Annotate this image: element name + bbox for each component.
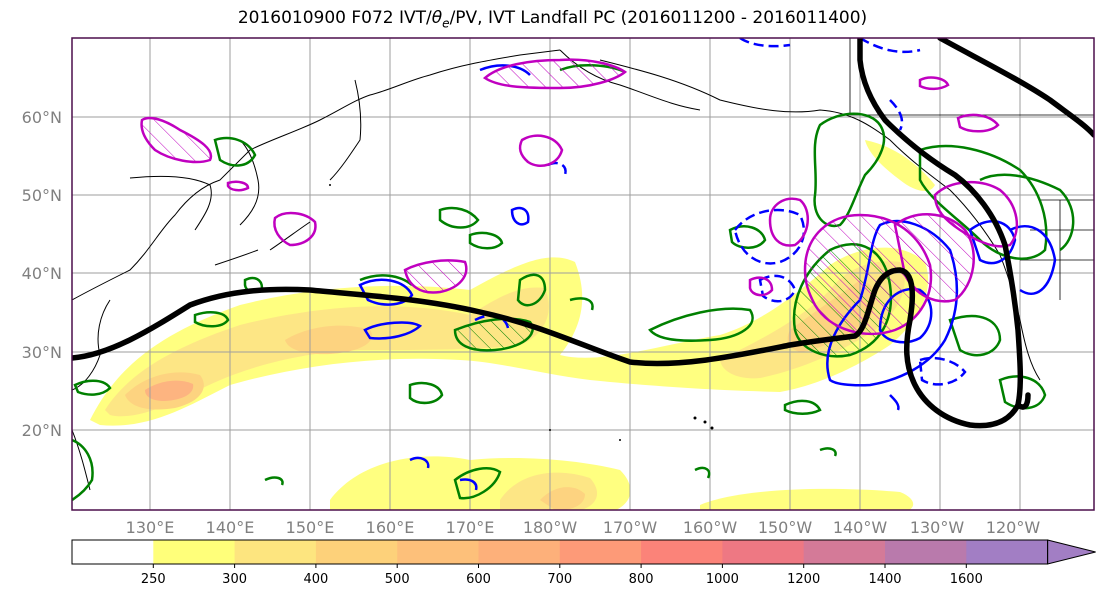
colorbar-segment	[722, 540, 805, 564]
colorbar-segment	[315, 540, 398, 564]
colorbar-segment	[885, 540, 967, 564]
map-area	[72, 38, 1094, 510]
lat-label: 20°N	[22, 421, 62, 440]
colorbar-label: 600	[466, 572, 491, 587]
colorbar-segment	[803, 540, 886, 564]
colorbar: 250 300 400 500 600 700 800 1000 1200 1400 1600	[71, 539, 1096, 587]
colorbar-label: 1400	[868, 572, 901, 587]
colorbar-segment	[966, 540, 1049, 564]
map-frame	[71, 37, 1095, 511]
lon-label: 170°E	[446, 518, 495, 537]
lon-label: 130°E	[126, 518, 175, 537]
lon-label: 160°W	[683, 518, 738, 537]
islands	[329, 184, 714, 441]
lon-label: 120°W	[986, 518, 1041, 537]
landfall-contours	[140, 58, 1018, 335]
lat-label: 40°N	[22, 264, 62, 283]
colorbar-segment	[72, 540, 154, 564]
front-line	[72, 38, 1094, 429]
lon-label: 150°E	[286, 518, 335, 537]
lon-label: 180°W	[523, 518, 578, 537]
lon-label: 170°W	[603, 518, 658, 537]
lon-label: 160°E	[366, 518, 415, 537]
colorbar-segment	[641, 540, 723, 564]
colorbar-label: 800	[629, 572, 654, 587]
lon-label: 140°W	[833, 518, 888, 537]
lat-label: 60°N	[22, 108, 62, 127]
longitude-labels: 130°E 140°E 150°E 160°E 170°E 180°W 170°…	[126, 518, 1041, 537]
lon-label: 150°W	[758, 518, 813, 537]
lon-label: 140°E	[206, 518, 255, 537]
colorbar-label: 400	[303, 572, 328, 587]
latitude-labels: 60°N 50°N 40°N 30°N 20°N	[22, 108, 62, 440]
colorbar-label: 500	[385, 572, 410, 587]
colorbar-segment	[478, 540, 561, 564]
colorbar-label: 1000	[706, 572, 739, 587]
lat-label: 30°N	[22, 343, 62, 362]
colorbar-label: 700	[547, 572, 572, 587]
colorbar-label: 1600	[950, 572, 983, 587]
map-gridlines	[72, 38, 1094, 510]
lon-label: 130°W	[910, 518, 965, 537]
colorbar-segment	[397, 540, 479, 564]
colorbar-segment	[559, 540, 642, 564]
lat-label: 50°N	[22, 186, 62, 205]
figure-title: 2016010900 F072 IVT/θe/PV, IVT Landfall …	[237, 8, 868, 31]
colorbar-extend-arrow	[1047, 539, 1096, 565]
colorbar-segment	[153, 540, 236, 564]
colorbar-label: 250	[141, 572, 166, 587]
colorbar-label: 300	[222, 572, 247, 587]
colorbar-segment	[234, 540, 317, 564]
colorbar-label: 1200	[787, 572, 820, 587]
